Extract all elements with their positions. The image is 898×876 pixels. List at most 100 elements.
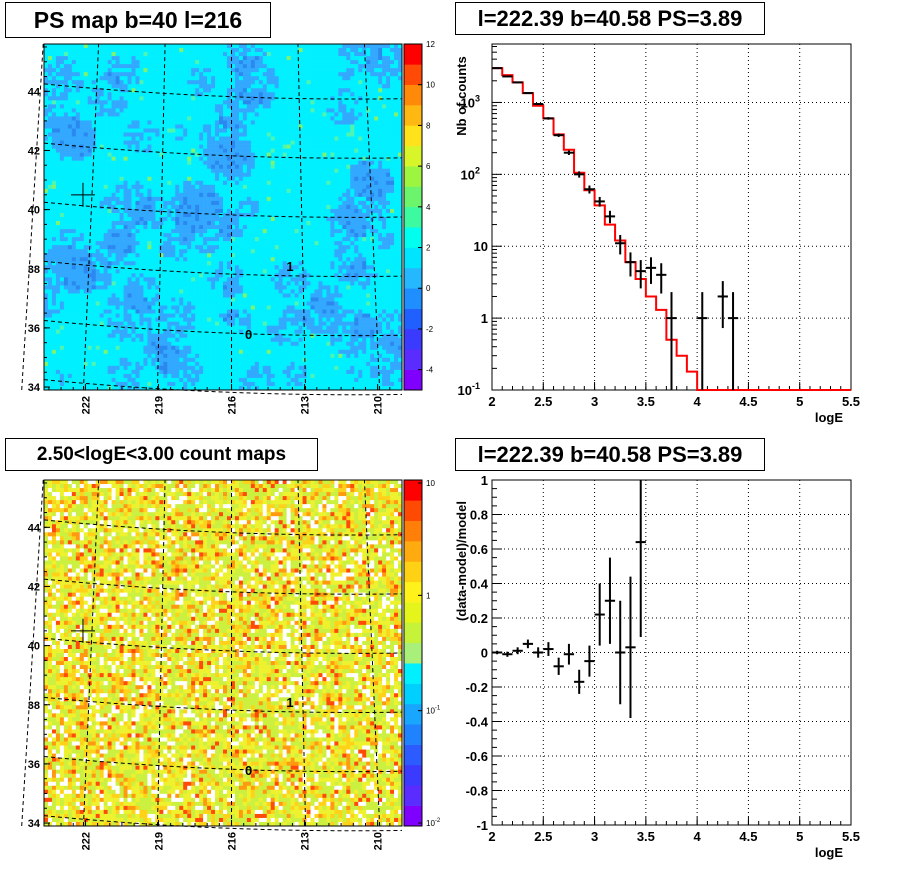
x-tick-label: 4.5	[739, 394, 757, 409]
x-tick-label: 2	[488, 394, 495, 409]
y-tick-label: 102	[461, 165, 480, 182]
data-point	[492, 68, 502, 69]
residual-point	[584, 646, 594, 677]
y-tick-label: 0.2	[470, 611, 488, 626]
x-tick-label: 213	[300, 832, 312, 850]
y-tick-label: -0.2	[466, 680, 488, 695]
x-axis-label: logE	[815, 845, 843, 860]
residual-point	[595, 584, 605, 646]
colorbar-tick-label: 0	[426, 284, 431, 293]
data-point	[502, 76, 512, 77]
x-tick-label: 4	[694, 394, 702, 409]
plot-frame	[492, 480, 851, 825]
colorbar-tick-label: 8	[426, 121, 431, 130]
residual-point	[625, 577, 635, 718]
colorbar	[404, 44, 422, 390]
data-point	[625, 252, 635, 276]
x-tick-label: 5.5	[842, 394, 860, 409]
y-tick-label: 0.6	[470, 542, 488, 557]
y-tick-label: -0.8	[466, 784, 488, 799]
y-tick-label: 0	[481, 646, 488, 661]
data-point	[584, 186, 594, 194]
y-tick-label: 36	[28, 323, 40, 335]
x-tick-label: 213	[300, 396, 312, 414]
colorbar-tick-label: 12	[426, 40, 435, 49]
x-tick-label: 210	[373, 396, 385, 414]
colorbar-tick-label: -4	[426, 366, 434, 375]
y-tick-label: 34	[28, 382, 41, 394]
data-point	[543, 117, 553, 120]
colorbar-tick-label: 2	[426, 244, 431, 253]
heatmap-cells	[44, 44, 402, 390]
x-tick-label: 3	[591, 829, 598, 844]
colorbar-tick-label: 6	[426, 162, 431, 171]
source-marker-1: 0	[245, 327, 252, 342]
x-tick-label: 222	[80, 396, 92, 414]
residual-point	[636, 480, 646, 637]
colorbar-tick-label: 10-1	[426, 706, 441, 716]
y-tick-label: 10	[474, 239, 488, 254]
spectrum-title: l=222.39 b=40.58 PS=3.89	[455, 2, 765, 35]
x-tick-label: 5	[796, 394, 803, 409]
data-point	[697, 292, 707, 390]
colorbar-tick-label: 10	[426, 479, 435, 488]
grid-lines	[492, 480, 851, 825]
x-tick-label: 5	[796, 829, 803, 844]
data-point	[533, 103, 543, 105]
ps-map-title: PS map b=40 l=216	[5, 2, 271, 38]
x-tick-label: 216	[227, 832, 239, 850]
x-tick-label: 5.5	[842, 829, 860, 844]
colorbar-tick-label: 10	[426, 81, 435, 90]
y-tick-label: 38	[28, 700, 40, 712]
y-tick-label: 1	[481, 311, 488, 326]
x-tick-label: 2	[488, 829, 495, 844]
y-tick-label: 42	[28, 581, 40, 593]
x-tick-label: 2.5	[534, 394, 552, 409]
data-point	[615, 235, 625, 254]
residual-point	[492, 651, 502, 654]
source-marker-0: 1	[286, 695, 293, 710]
y-tick-label: 40	[28, 205, 40, 217]
y-tick-label: -0.4	[466, 715, 489, 730]
data-point	[523, 92, 533, 94]
y-tick-label: 44	[28, 86, 41, 98]
residual-point	[543, 642, 553, 656]
y-axis-label: (data-model)/model	[454, 501, 469, 621]
y-tick-label: 44	[28, 522, 41, 534]
source-marker-1: 0	[245, 763, 252, 778]
data-point	[513, 82, 523, 83]
y-tick-label: -1	[476, 818, 488, 833]
data-point	[564, 151, 574, 155]
source-marker-0: 1	[286, 259, 293, 274]
data-point	[605, 211, 615, 223]
y-tick-label: 0.8	[470, 508, 488, 523]
x-tick-label: 3.5	[637, 829, 655, 844]
residual-point	[554, 658, 564, 675]
y-axis-label: Nb of counts	[454, 56, 469, 135]
residual-title: l=222.39 b=40.58 PS=3.89	[455, 438, 765, 471]
y-tick-label: 1	[481, 473, 488, 488]
residual-point	[574, 670, 584, 694]
residual-point	[513, 647, 523, 654]
x-tick-label: 210	[373, 832, 385, 850]
data-point	[728, 292, 738, 390]
y-tick-label: 34	[28, 818, 41, 830]
residual-point	[564, 644, 574, 665]
y-tick-label: 0.4	[470, 577, 489, 592]
residual-point	[605, 558, 615, 644]
residual-point	[502, 652, 512, 657]
colorbar-tick-label: 10-2	[426, 818, 441, 828]
residual-point	[533, 647, 543, 657]
y-tick-label: 40	[28, 641, 40, 653]
data-point	[646, 257, 656, 284]
count-map-title: 2.50<logE<3.00 count maps	[5, 438, 318, 471]
x-axis-label: logE	[815, 410, 843, 425]
x-tick-label: 216	[227, 396, 239, 414]
x-tick-label: 222	[80, 832, 92, 850]
residual-point	[615, 601, 625, 705]
